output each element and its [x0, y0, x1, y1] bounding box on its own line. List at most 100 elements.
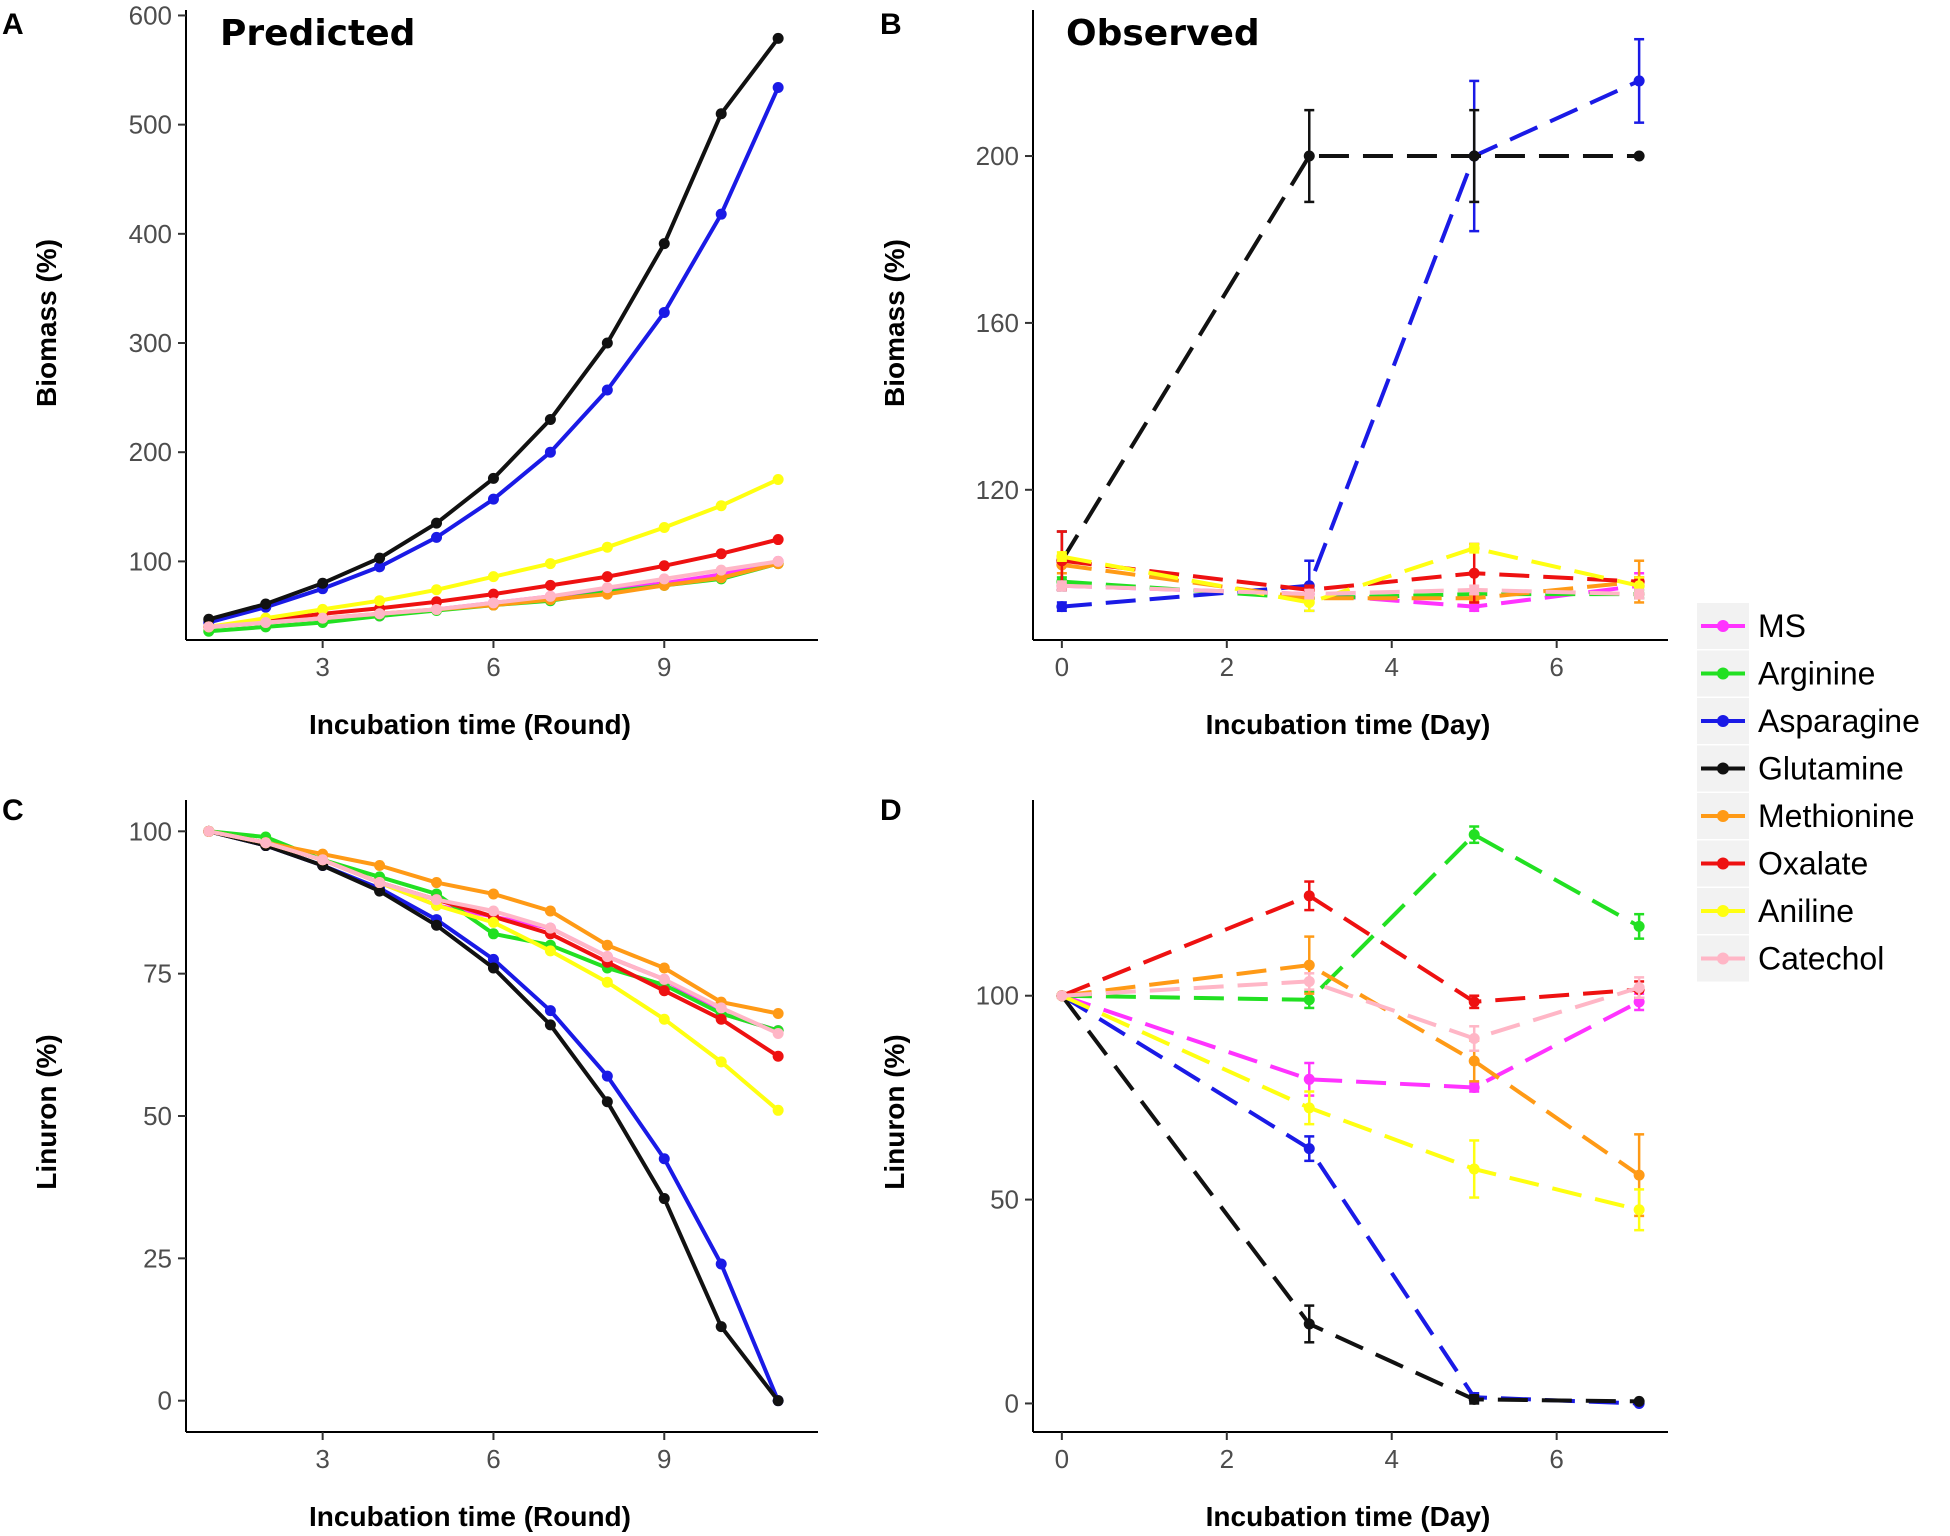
panel-d-aniline-point	[1468, 1163, 1480, 1175]
panel-d-arginine-point	[1303, 994, 1315, 1006]
panel-d-methionine-point	[1633, 1169, 1645, 1181]
panel-d-x-tick-label: 4	[1384, 1444, 1398, 1474]
panel-c-catechol-point	[601, 951, 613, 963]
panel-a-catechol-point	[601, 582, 613, 594]
panel-b-asparagine-point	[1056, 601, 1068, 613]
panel-c-catechol-point	[260, 837, 272, 849]
panel-a-y-tick-label: 300	[129, 328, 172, 358]
legend-dot-glutamine	[1717, 762, 1729, 775]
panel-c-catechol-point	[487, 905, 499, 917]
panel-a-letter: A	[2, 8, 24, 41]
panel-c-methionine-point	[772, 1008, 784, 1020]
panel-a-oxalate-point	[715, 548, 727, 560]
panel-b-aniline-point	[1056, 551, 1068, 563]
panel-a-asparagine-point	[772, 82, 784, 94]
legend-label-oxalate: Oxalate	[1758, 846, 1868, 882]
legend-dot-ms	[1717, 620, 1729, 632]
legend-label-catechol: Catechol	[1758, 941, 1884, 977]
panel-d-ms-point	[1303, 1073, 1315, 1085]
panel-c-oxalate-point	[658, 985, 670, 997]
panel-b-series-catechol-line	[1061, 583, 1640, 597]
panel-d-arginine-point	[1633, 920, 1645, 932]
panel-a-oxalate-point	[487, 588, 499, 600]
panel-d-asparagine-point	[1303, 1143, 1315, 1155]
legend-dot-methionine	[1717, 810, 1729, 822]
panel-c-aniline-point	[715, 1056, 727, 1068]
panel-d-glutamine-point	[1468, 1393, 1480, 1405]
panel-b-aniline-point	[1633, 580, 1645, 592]
panel-a-y-tick-label: 500	[129, 110, 172, 140]
panel-a-catechol-point	[317, 612, 329, 624]
panel-a-oxalate-point	[544, 579, 556, 591]
panel-c-aniline-point	[658, 1013, 670, 1025]
legend-label-arginine: Arginine	[1758, 656, 1875, 692]
panel-a-glutamine-point	[487, 472, 499, 484]
panel-c-y-tick-label: 100	[129, 816, 172, 846]
panel-a-catechol-point	[658, 573, 670, 585]
panel-a-catechol-point	[715, 564, 727, 576]
panel-a-y-tick-label: 200	[129, 437, 172, 467]
panel-b-x-tick-label: 6	[1549, 652, 1563, 682]
legend-dot-oxalate	[1717, 857, 1729, 870]
panel-a-asparagine-point	[715, 208, 727, 220]
panel-d-ms-point	[1633, 996, 1645, 1008]
panel-d-xlabel: Incubation time (Day)	[1206, 1501, 1491, 1532]
panel-d-arginine-point	[1468, 829, 1480, 841]
panel-c-catechol-point	[544, 922, 556, 934]
panel-c-glutamine-point	[715, 1321, 727, 1333]
panel-a-x-tick-label: 6	[486, 652, 500, 682]
panel-c-aniline-point	[601, 976, 613, 988]
panel-c-catechol-point	[772, 1027, 784, 1039]
panel-c-glutamine-point	[431, 919, 443, 931]
panel-c-asparagine-point	[544, 1005, 556, 1017]
panel-d-series-oxalate-line	[1061, 893, 1640, 1004]
panel-c-catechol-point	[374, 877, 386, 889]
panel-d-series-aniline-line	[1061, 993, 1640, 1212]
panel-a-aniline-point	[374, 595, 386, 607]
panel-d-letter: D	[880, 794, 902, 827]
panel-a-glutamine-point	[658, 238, 670, 250]
panel-b-series-asparagine-line	[1061, 79, 1640, 609]
panel-d-series-glutamine-line	[1060, 994, 1640, 1404]
legend-label-methionine: Methionine	[1758, 798, 1915, 834]
panel-a-asparagine-point	[544, 446, 556, 458]
panel-b-glutamine-point	[1468, 150, 1480, 162]
panel-d-series-catechol-line	[1061, 979, 1640, 1041]
panel-d-catechol-point	[1303, 975, 1315, 987]
panel-a-xlabel: Incubation time (Round)	[309, 709, 631, 740]
panel-d-series-arginine-line	[1061, 832, 1641, 1002]
panel-a-ylabel: Biomass (%)	[31, 239, 62, 407]
panel-c-y-tick-label: 50	[143, 1101, 172, 1131]
panel-a-catechol-point	[772, 555, 784, 567]
panel-b-catechol-point	[1468, 584, 1480, 596]
panel-b-xlabel: Incubation time (Day)	[1206, 709, 1491, 740]
panel-c-glutamine-point	[544, 1019, 556, 1031]
panel-a-title: Predicted	[220, 13, 415, 54]
panel-c-oxalate-point	[715, 1013, 727, 1025]
panel-c-aniline-point	[772, 1104, 784, 1116]
panel-d-oxalate-point	[1303, 890, 1315, 902]
panel-a-glutamine-point	[260, 598, 272, 610]
panel-c-catechol-point	[203, 825, 215, 837]
panel-b-aniline-point	[1468, 542, 1480, 554]
panel-c-methionine-point	[658, 962, 670, 974]
panel-c-asparagine-point	[601, 1070, 613, 1082]
panel-a-catechol-point	[260, 617, 272, 629]
panel-c-methionine-point	[487, 888, 499, 900]
panel-c-asparagine-point	[658, 1153, 670, 1165]
panel-a-y-tick-label: 400	[129, 219, 172, 249]
panel-b-catechol-point	[1303, 588, 1315, 600]
panel-a-asparagine-point	[431, 531, 443, 543]
panel-d-catechol-point	[1056, 990, 1068, 1002]
panel-a-oxalate-point	[601, 571, 613, 583]
panel-b-y-tick-label: 120	[976, 475, 1019, 505]
panel-c-y-tick-label: 25	[143, 1243, 172, 1273]
panel-d-oxalate-point	[1468, 996, 1480, 1008]
panel-c-glutamine-point	[658, 1193, 670, 1205]
panel-a-aniline-point	[431, 584, 443, 596]
panel-a-aniline-point	[601, 541, 613, 553]
legend-label-glutamine: Glutamine	[1758, 751, 1904, 787]
legend-dot-asparagine	[1717, 715, 1729, 727]
panel-b-x-tick-label: 4	[1384, 652, 1398, 682]
panel-c-methionine-point	[374, 859, 386, 871]
